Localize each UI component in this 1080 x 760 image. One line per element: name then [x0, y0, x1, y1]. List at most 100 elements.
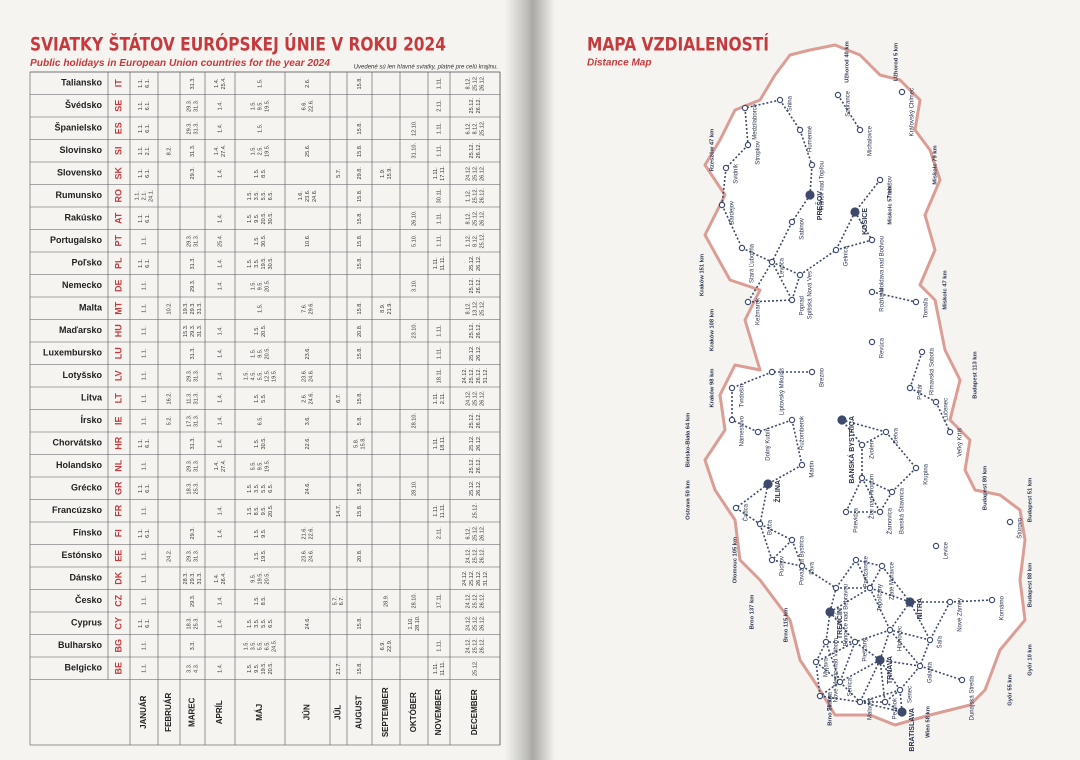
town-label: Martin	[810, 461, 816, 478]
town-label: Tornaľa	[924, 297, 930, 318]
town-dot	[796, 126, 804, 134]
country-name: Grécko	[71, 483, 103, 493]
town-dot	[836, 678, 844, 686]
road	[744, 99, 781, 109]
country-code: BG	[113, 639, 123, 653]
holiday-date: 1.9.	[380, 168, 386, 178]
holiday-date: 5.5.	[261, 618, 267, 628]
holiday-date: 29.3.	[186, 459, 192, 472]
holiday-date: 6.1.	[145, 618, 151, 628]
holiday-date: 26.12.	[479, 548, 485, 564]
holiday-date: 31.3.	[193, 369, 199, 382]
holiday-date: 1.12.	[465, 234, 471, 247]
holiday-date: 20.5.	[264, 279, 270, 292]
country-code: PL	[113, 257, 123, 269]
holiday-date: 29.8.	[357, 167, 363, 180]
holiday-date: 6.1.	[145, 213, 151, 223]
holiday-date: 17.3.	[186, 414, 192, 427]
town-label: Trebišov	[888, 176, 894, 199]
town-dot	[816, 692, 824, 700]
holiday-date: 1.11.	[433, 504, 439, 516]
holiday-date: 14.7.	[336, 504, 342, 517]
town-dot	[958, 676, 966, 684]
holiday-date: 1.4.	[217, 438, 223, 448]
town-label: Komárno	[1000, 595, 1006, 620]
holiday-date: 1.1.	[141, 303, 147, 313]
holiday-date: 26.12.	[476, 255, 482, 271]
holiday-date: 31.3.	[197, 324, 203, 337]
holiday-date: 1.5.	[247, 506, 253, 516]
holiday-date: 25.12.	[472, 75, 478, 91]
holiday-date: 1.4.	[217, 168, 223, 178]
road	[879, 659, 921, 667]
holiday-date: 29.3.	[186, 369, 192, 382]
country-code: ES	[113, 122, 123, 134]
town-dot	[897, 707, 907, 717]
holiday-date: 29.3.	[186, 549, 192, 562]
town-label: TRNAVA	[887, 656, 894, 684]
holiday-date: 24.12.	[465, 638, 471, 654]
holiday-date: 1.4.	[217, 281, 223, 291]
holiday-date: 1.5.	[254, 551, 260, 561]
border-distance: Kraków 108 km	[710, 309, 716, 351]
holiday-date: 1.11.	[436, 77, 442, 89]
town-dot	[788, 296, 796, 304]
holiday-date: 1.1.	[138, 438, 144, 448]
holiday-date: 26.12.	[476, 458, 482, 474]
holiday-date: 9.5.	[254, 663, 260, 673]
border-distance: Wien 58 km	[926, 706, 932, 738]
holiday-date: 25.12.	[469, 255, 475, 271]
holiday-date: 29.3.	[190, 572, 196, 585]
holiday-date: 18.11.	[436, 368, 442, 384]
holiday-date: 18.3.	[186, 482, 192, 495]
holiday-date: 24.6.	[305, 482, 311, 495]
holiday-date: 1.1.	[138, 258, 144, 268]
country-code: IE	[113, 416, 123, 425]
road	[919, 665, 963, 681]
road	[879, 659, 886, 703]
town-label: Kráľovský Chlmec	[910, 88, 916, 136]
town-dot	[834, 91, 842, 99]
holiday-date: 6.5.	[268, 618, 274, 628]
holiday-date: 1.11.	[436, 234, 442, 246]
holiday-date: 3.3.	[190, 641, 196, 651]
country-name: Malta	[79, 303, 103, 313]
town-label: Brezno	[820, 367, 826, 387]
country-name: Estónsko	[61, 550, 102, 560]
holiday-date: 31.3.	[190, 257, 196, 270]
holiday-date: 6.1.	[145, 78, 151, 88]
country-name: Rakúsko	[64, 213, 102, 223]
holiday-date: 1.1.	[141, 596, 147, 606]
holiday-date: 25.12.	[472, 165, 478, 181]
town-label: Stropkov	[756, 141, 762, 165]
town-dot	[754, 428, 762, 436]
holiday-date: 1.5.	[254, 438, 260, 448]
country-code: GR	[113, 481, 123, 495]
country-code: LU	[113, 347, 123, 359]
holiday-date: 1.11.	[436, 324, 442, 336]
holiday-date: 6.7.	[339, 596, 345, 606]
holiday-date: 1.5.	[254, 596, 260, 606]
town-label: BANSKÁ BYSTRICA	[847, 416, 856, 484]
holiday-date: 25.12.	[472, 660, 478, 676]
border-distance: Brno 137 km	[750, 595, 756, 630]
town-label: Ružomberok	[800, 415, 806, 450]
holiday-date: 11.11.	[440, 255, 446, 270]
holiday-date: 2.6.	[301, 393, 307, 403]
holiday-date: 29.3.	[190, 527, 196, 540]
holiday-date: 24.6.	[308, 392, 314, 405]
holiday-date: 15.3.	[183, 324, 189, 337]
road	[854, 641, 881, 661]
holiday-date: 26.12.	[476, 323, 482, 339]
holiday-date: 5.5.	[250, 461, 256, 471]
town-label: Liptovský Mikuláš	[780, 368, 786, 415]
holiday-date: 15.8.	[357, 617, 363, 630]
country-name: Fínsko	[73, 528, 103, 538]
town-dot	[851, 638, 859, 646]
holiday-date: 1.1.	[141, 416, 147, 426]
holiday-date: 11.11.	[440, 503, 446, 518]
holiday-date: 1.5.	[250, 348, 256, 358]
town-dot	[946, 598, 954, 606]
holiday-date: 19.3.	[183, 302, 189, 315]
holiday-date: 7.6.	[301, 303, 307, 313]
